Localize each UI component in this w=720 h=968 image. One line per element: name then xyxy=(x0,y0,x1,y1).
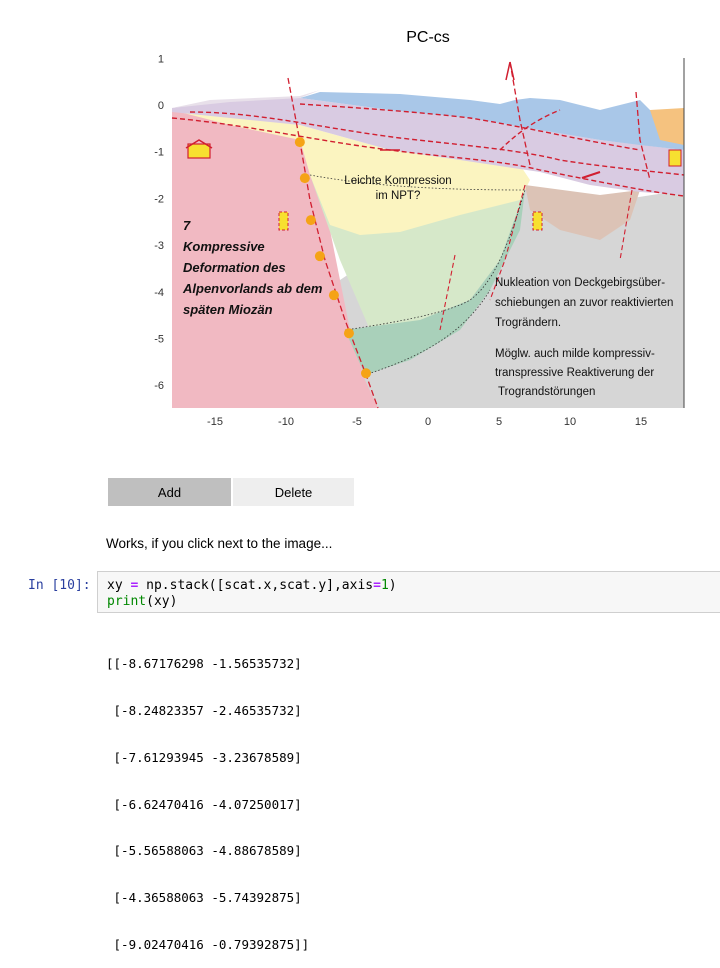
output-line: [-5.56588063 -4.88678589] xyxy=(106,843,302,859)
scatter-point[interactable] xyxy=(328,290,339,301)
scatter-point[interactable] xyxy=(314,251,325,262)
x-tick-label: -5 xyxy=(352,416,362,428)
output-line: [[-8.67176298 -1.56535732] xyxy=(106,656,302,672)
purple-band xyxy=(172,98,684,195)
svg-text:im NPT?: im NPT? xyxy=(376,190,421,202)
scatter-point[interactable] xyxy=(305,215,316,226)
annotation-right-1: Nukleation von Deckgebirgsüber- schiebun… xyxy=(495,277,673,329)
output-line: [-9.02470416 -0.79392875]] xyxy=(106,936,310,952)
code-line-1: xy = np.stack([scat.x,scat.y],axis=1) xyxy=(107,578,397,593)
scatter-point[interactable] xyxy=(343,328,354,339)
svg-text:späten Miozän: späten Miozän xyxy=(183,302,273,317)
orange-unit xyxy=(650,108,684,145)
y-tick-label: -2 xyxy=(154,193,164,205)
x-tick-label: 10 xyxy=(564,416,576,428)
delete-button[interactable]: Delete xyxy=(233,478,354,506)
add-button[interactable]: Add xyxy=(108,478,231,506)
cell-output: [[-8.67176298 -1.56535732] [-8.24823357 … xyxy=(106,625,309,968)
svg-text:Alpenvorlands ab dem: Alpenvorlands ab dem xyxy=(182,281,323,296)
svg-text:7: 7 xyxy=(183,218,191,233)
svg-text:Kompressive: Kompressive xyxy=(183,239,265,254)
svg-text:Leichte Kompression: Leichte Kompression xyxy=(344,175,451,187)
y-tick-label: -5 xyxy=(154,334,164,346)
output-line: [-8.24823357 -2.46535732] xyxy=(106,702,302,718)
annotation-main: 7 Kompressive Deformation des Alpenvorla… xyxy=(182,218,323,317)
y-tick-label: -4 xyxy=(154,287,164,299)
svg-text:Deformation des: Deformation des xyxy=(183,260,286,275)
y-tick-label: -6 xyxy=(154,380,164,392)
y-tick-label: -3 xyxy=(154,240,164,252)
crystalline-unit xyxy=(172,110,378,408)
x-tick-label: 5 xyxy=(496,416,502,428)
figure-title: PC-cs xyxy=(406,29,450,46)
y-tick-label: 1 xyxy=(158,53,164,65)
cross-section-image xyxy=(171,58,685,409)
output-line: [-7.61293945 -3.23678589] xyxy=(106,749,302,765)
note-text: Works, if you click next to the image... xyxy=(106,536,333,551)
code-line-2: print(xy) xyxy=(107,594,178,609)
x-tick-label: 15 xyxy=(635,416,647,428)
scatter-points[interactable] xyxy=(294,137,372,379)
scatter-point[interactable] xyxy=(299,173,310,184)
brown-unit xyxy=(525,185,640,240)
code-cell[interactable]: xy = np.stack([scat.x,scat.y],axis=1) pr… xyxy=(97,571,720,613)
x-tick-label: -10 xyxy=(278,416,294,428)
figure[interactable]: PC-cs xyxy=(0,0,720,440)
svg-text:Trogrändern.: Trogrändern. xyxy=(495,317,561,329)
y-axis-ticks: 1 0 -1 -2 -3 -4 -5 -6 xyxy=(154,53,164,392)
scatter-point[interactable] xyxy=(361,368,372,379)
svg-text:schiebungen an zuvor reaktivie: schiebungen an zuvor reaktivierten xyxy=(495,297,673,309)
scatter-point[interactable] xyxy=(294,137,305,148)
y-tick-label: -1 xyxy=(154,147,164,159)
svg-text:Nukleation von Deckgebirgsüber: Nukleation von Deckgebirgsüber- xyxy=(495,277,665,289)
yellow-sediment xyxy=(172,110,530,235)
x-axis-ticks: -15 -10 -5 0 5 10 15 xyxy=(207,416,647,428)
output-line: [-4.36588063 -5.74392875] xyxy=(106,890,302,906)
output-line: [-6.62470416 -4.07250017] xyxy=(106,796,302,812)
svg-text:transpressive Reaktiverung der: transpressive Reaktiverung der xyxy=(495,367,654,379)
y-tick-label: 0 xyxy=(158,100,164,112)
x-tick-label: 0 xyxy=(425,416,431,428)
svg-text:Trograndstörungen: Trograndstörungen xyxy=(498,386,595,398)
annotation-center: Leichte Kompression im NPT? xyxy=(344,175,451,202)
cell-prompt: In [10]: xyxy=(28,578,91,593)
annotation-right-2: Möglw. auch milde kompressiv- transpress… xyxy=(495,348,655,398)
teal-basin xyxy=(345,190,525,375)
svg-text:Möglw. auch milde kompressiv-: Möglw. auch milde kompressiv- xyxy=(495,348,655,360)
x-tick-label: -15 xyxy=(207,416,223,428)
blue-cover xyxy=(300,92,684,150)
